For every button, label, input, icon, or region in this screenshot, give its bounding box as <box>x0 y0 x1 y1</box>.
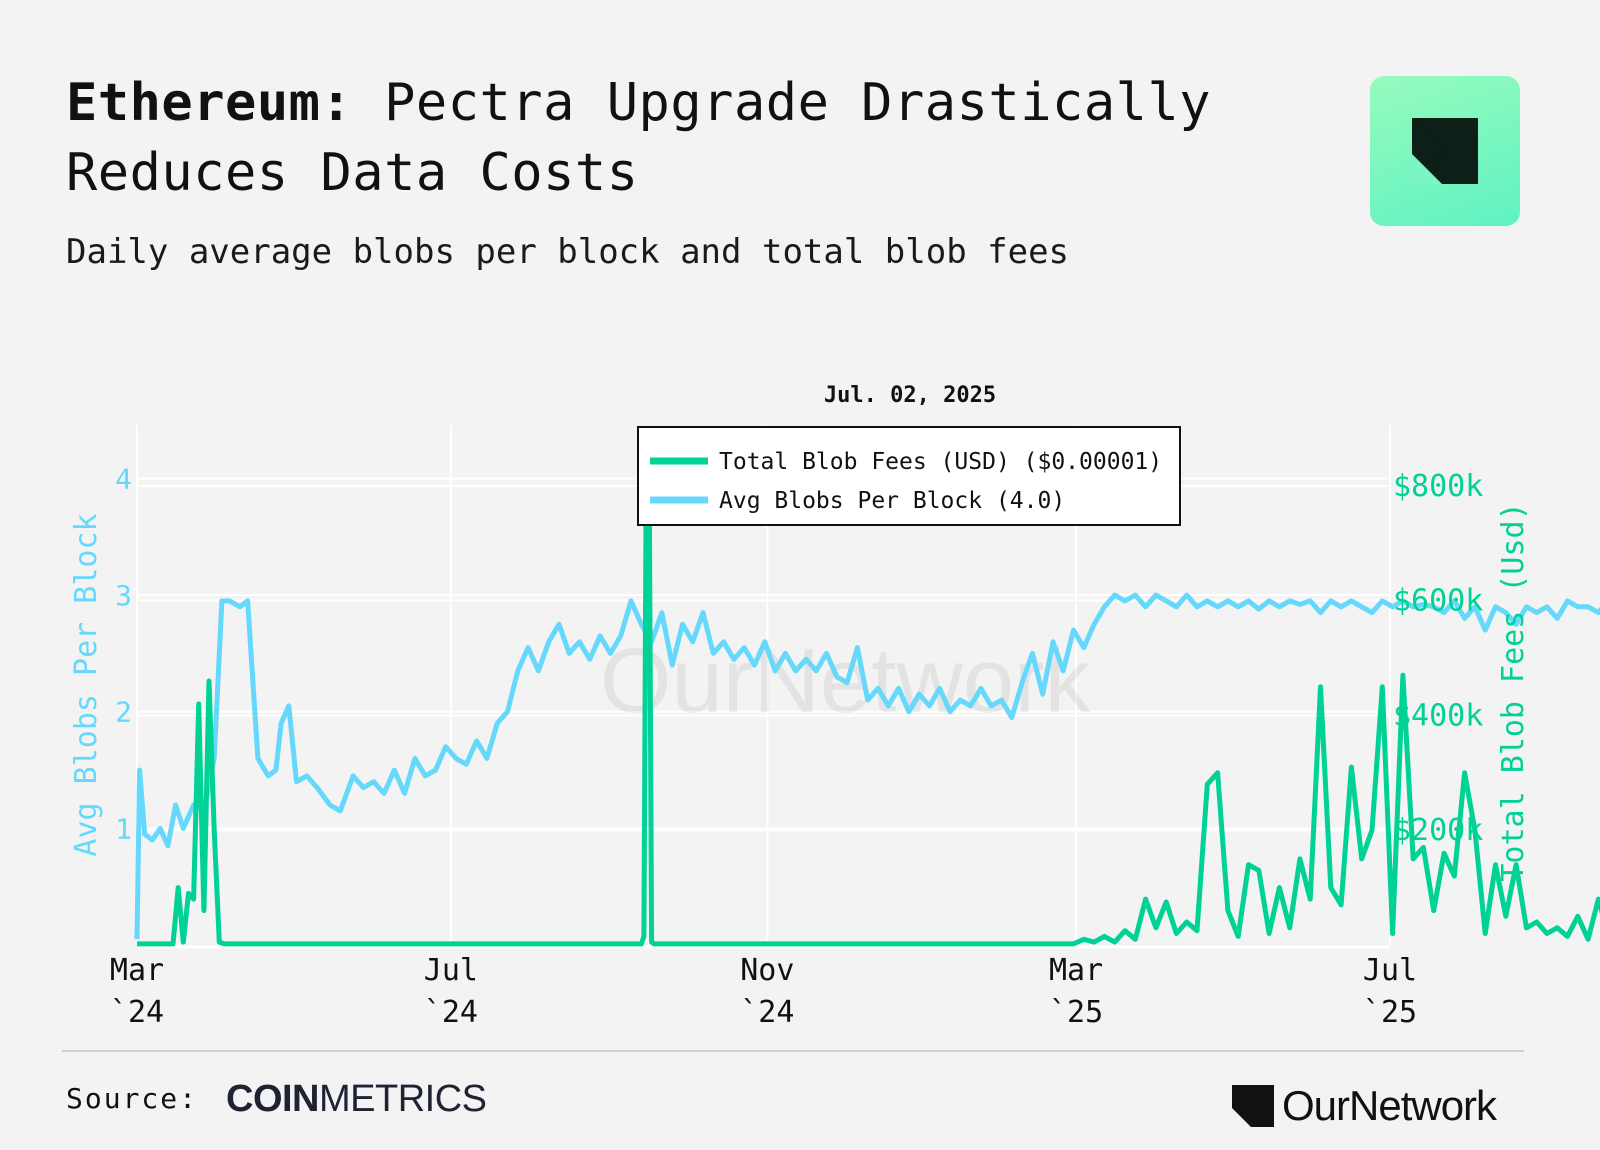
ournetwork-brand-icon <box>1232 1085 1274 1127</box>
x-tick-label-year: `24 <box>740 995 794 1030</box>
right-axis-title: Total Blob Fees (Usd) <box>1496 502 1531 881</box>
coinmetrics-bold: COIN <box>226 1078 320 1120</box>
brand-text: OurNetwork <box>1282 1082 1497 1129</box>
series-line-blobs <box>134 592 1600 940</box>
x-tick-label-year: `24 <box>110 995 164 1030</box>
ournetwork-logo-tile <box>1370 76 1520 226</box>
left-tick-label: 1 <box>115 812 132 845</box>
left-axis-title: Avg Blobs Per Block <box>69 513 104 856</box>
coinmetrics-light: METRICS <box>319 1078 487 1120</box>
left-tick-label: 4 <box>115 462 132 495</box>
title-rest: Pectra Upgrade Drastically Reduces Data … <box>66 73 1212 203</box>
legend-label-fees: Total Blob Fees (USD) ($0.00001) <box>719 449 1162 475</box>
legend-box <box>637 426 1181 526</box>
legend: Total Blob Fees (USD) ($0.00001) Avg Blob… <box>637 426 1181 526</box>
x-tick-label-month: Mar <box>1049 953 1103 988</box>
footer-divider <box>62 1050 1524 1052</box>
right-tick-label: $400k <box>1393 698 1483 733</box>
hover-date-label: Jul. 02, 2025 <box>824 383 996 408</box>
x-tick-label-year: `24 <box>424 995 478 1030</box>
right-tick-label: $600k <box>1393 584 1483 619</box>
right-tick-label: $800k <box>1393 469 1483 504</box>
coinmetrics-logo: COINMETRICS <box>226 1078 487 1121</box>
right-tick-label: $200k <box>1393 813 1483 848</box>
axes: 1 2 3 4 $200k $400k $600k $800k Avg Blobs Per Bl… <box>69 462 1531 1030</box>
x-tick-label-month: Mar <box>110 953 164 988</box>
page-subtitle: Daily average blobs per block and total … <box>66 232 1070 272</box>
x-tick-label-month: Jul <box>424 953 478 988</box>
left-tick-label: 2 <box>115 696 132 729</box>
x-tick-label-month: Nov <box>740 953 794 988</box>
x-tick-label-year: `25 <box>1363 995 1417 1030</box>
ournetwork-brand: OurNetwork <box>1232 1082 1497 1129</box>
left-tick-label: 3 <box>115 579 132 612</box>
ournetwork-icon <box>1412 118 1478 184</box>
x-tick-label-month: Jul <box>1363 953 1417 988</box>
title-bold: Ethereum: <box>66 73 353 133</box>
legend-label-blobs: Avg Blobs Per Block (4.0) <box>719 488 1065 514</box>
page-title: Ethereum: Pectra Upgrade Drastically Red… <box>66 68 1346 208</box>
x-tick-label-year: `25 <box>1049 995 1103 1030</box>
source-label: Source: <box>66 1082 199 1115</box>
